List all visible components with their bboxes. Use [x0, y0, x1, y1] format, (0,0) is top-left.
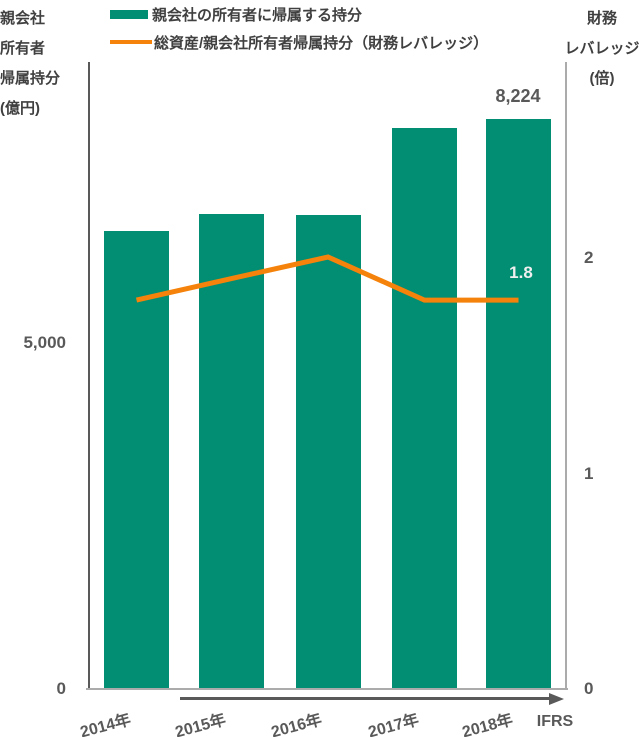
left-axis-title-line: (億円) [0, 100, 40, 117]
left-axis-title: 親会社 所有者 帰属持分 (億円) [0, 4, 66, 124]
line-value-label: 1.8 [509, 263, 533, 282]
right-axis-tick: 0 [584, 679, 594, 698]
bar-2015年 [199, 213, 264, 688]
right-axis-line [565, 62, 567, 690]
right-axis-title-line: 財務 [586, 10, 617, 27]
x-axis-label-2015年: 2015年 [173, 711, 228, 737]
x-axis-label-2018年: 2018年 [460, 711, 515, 737]
x-axis-baseline [86, 688, 568, 690]
legend-label: 総資産/親会社所有者帰属持分（財務レバレッジ） [154, 34, 489, 52]
ifrs-arrow-head-icon [549, 692, 564, 705]
left-axis-tick: 0 [56, 679, 66, 698]
x-axis-label-2017年: 2017年 [366, 711, 421, 737]
line-swatch-icon [110, 40, 152, 44]
ifrs-period-arrow [180, 697, 550, 700]
x-axis-ifrs-label: IFRS [536, 713, 574, 730]
left-axis-title-line: 親会社 [0, 10, 46, 27]
right-axis-tick: 1 [584, 463, 594, 483]
legend-item-leverage: 総資産/親会社所有者帰属持分（財務レバレッジ） [110, 28, 488, 56]
right-axis-tick: 2 [584, 248, 594, 267]
legend-item-equity: 親会社の所有者に帰属する持分 [110, 0, 488, 28]
bar-2017年 [392, 128, 457, 688]
right-axis-title-line: (倍) [589, 70, 615, 87]
bar-value-label: 8,224 [495, 86, 541, 106]
left-axis-title-line: 帰属持分 [0, 70, 61, 87]
bar-2018年 [486, 118, 551, 688]
right-axis-title: 財務 レバレッジ (倍) [564, 4, 640, 94]
right-axis-title-line: レバレッジ [564, 40, 640, 57]
left-axis-title-line: 所有者 [0, 40, 46, 57]
left-axis-line [88, 62, 90, 690]
bar-2014年 [104, 231, 169, 688]
x-axis-label-2014年: 2014年 [78, 711, 133, 737]
bar-swatch-icon [110, 9, 148, 19]
left-axis-tick: 5,000 [23, 333, 66, 352]
x-axis-label-2016年: 2016年 [269, 711, 324, 737]
legend: 親会社の所有者に帰属する持分 総資産/親会社所有者帰属持分（財務レバレッジ） [110, 0, 488, 56]
legend-label: 親会社の所有者に帰属する持分 [152, 6, 363, 24]
bar-2016年 [295, 214, 361, 688]
